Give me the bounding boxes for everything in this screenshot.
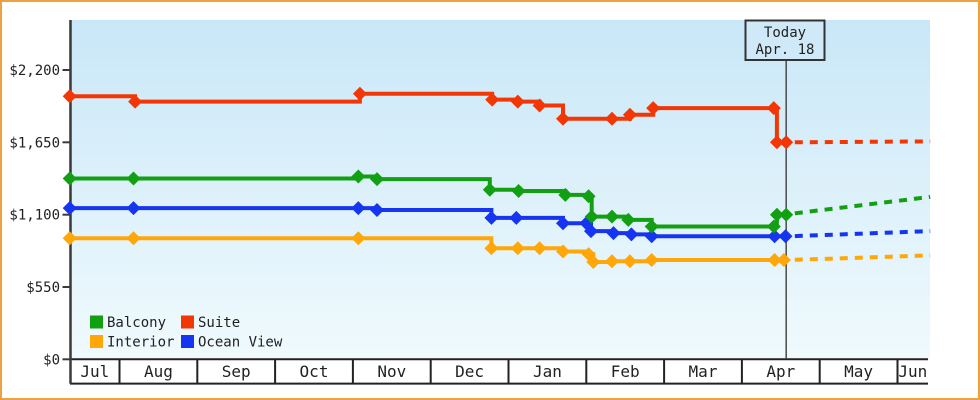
data-point-suite — [779, 135, 794, 150]
data-point-interior — [586, 255, 601, 269]
month-label-jun: Jun — [898, 362, 927, 381]
data-point-suite — [510, 94, 525, 109]
month-label-oct: Oct — [300, 362, 329, 381]
data-point-suite — [769, 135, 784, 150]
data-point-balcony — [769, 207, 784, 222]
data-point-interior — [62, 231, 77, 246]
legend-item-balcony: Balcony — [90, 315, 166, 331]
data-point-interior — [510, 241, 525, 256]
data-point-balcony — [482, 182, 497, 197]
data-point-balcony — [558, 187, 573, 202]
data-point-interior — [484, 241, 499, 256]
data-point-suite — [556, 111, 570, 126]
month-label-feb: Feb — [611, 362, 640, 381]
series-interior — [62, 231, 931, 269]
legend-item-interior: Interior — [90, 335, 174, 351]
y-tick-label: $1,650 — [9, 135, 60, 151]
data-point-balcony — [621, 212, 636, 227]
data-point-ocean-view — [644, 229, 659, 244]
data-point-ocean-view — [606, 226, 621, 241]
data-point-ocean-view — [624, 227, 639, 242]
data-point-balcony — [62, 171, 77, 186]
legend-label: Balcony — [107, 315, 166, 331]
month-label-nov: Nov — [377, 362, 406, 381]
today-box-rect — [744, 19, 826, 61]
month-label-jan: Jan — [533, 362, 562, 381]
data-point-balcony — [644, 219, 659, 234]
legend-label: Suite — [198, 315, 240, 331]
y-tick-label: $1,100 — [9, 208, 60, 224]
data-point-ocean-view — [767, 229, 782, 244]
y-tick-label: $550 — [26, 280, 60, 296]
data-point-interior — [767, 253, 782, 267]
data-point-suite — [352, 86, 367, 101]
data-point-interior — [351, 231, 366, 246]
series-forecast-balcony — [794, 194, 931, 216]
data-point-interior — [776, 253, 791, 267]
data-point-ocean-view — [126, 201, 141, 216]
today-box-line2: Apr. 18 — [755, 42, 814, 58]
data-point-balcony — [351, 169, 366, 184]
data-point-suite — [766, 101, 781, 116]
data-point-ocean-view — [484, 210, 499, 225]
data-point-balcony — [779, 207, 794, 222]
data-point-balcony — [766, 219, 781, 234]
legend-item-ocean-view: Ocean View — [181, 335, 283, 351]
data-point-suite — [128, 94, 143, 109]
data-point-balcony — [584, 209, 599, 224]
today-box-line1: Today — [764, 25, 806, 41]
x-axis-month-row: Jul Aug Sep Oct Nov Dec Jan Feb Mar Apr May Jun — [70, 358, 928, 385]
data-point-suite — [485, 92, 500, 107]
month-label-apr: Apr — [766, 362, 795, 381]
month-label-sep: Sep — [222, 362, 251, 381]
data-point-interior — [126, 231, 141, 246]
data-point-ocean-view — [351, 201, 366, 216]
data-point-suite — [622, 107, 637, 122]
data-point-suite — [532, 98, 547, 113]
data-point-interior — [644, 253, 659, 267]
data-point-balcony — [581, 189, 596, 204]
data-point-ocean-view — [62, 201, 77, 216]
month-label-jul: Jul — [80, 362, 109, 381]
legend: Balcony Suite Interior Ocean View — [90, 315, 283, 351]
data-point-interior — [622, 254, 637, 269]
data-point-suite — [646, 101, 661, 116]
month-label-dec: Dec — [455, 362, 484, 381]
data-point-ocean-view — [370, 203, 384, 217]
data-point-balcony — [370, 172, 384, 187]
data-point-ocean-view — [556, 216, 570, 231]
series-balcony — [62, 169, 931, 234]
legend-label: Ocean View — [198, 335, 283, 351]
legend-swatch-icon — [181, 315, 194, 329]
series-forecast-interior — [794, 253, 931, 262]
y-axis-ticks: $0 $550 $1,100 $1,650 $2,200 — [9, 63, 70, 368]
data-point-balcony — [605, 209, 619, 224]
y-tick-label: $0 — [43, 352, 60, 368]
legend-swatch-icon — [181, 335, 194, 348]
data-point-balcony — [126, 171, 141, 186]
legend-label: Interior — [107, 335, 174, 351]
data-point-suite — [62, 89, 77, 104]
month-label-aug: Aug — [144, 362, 173, 381]
series-forecast-suite — [794, 139, 931, 145]
data-point-balcony — [511, 184, 526, 198]
data-point-ocean-view — [778, 229, 793, 244]
legend-swatch-icon — [90, 335, 103, 348]
data-point-ocean-view — [584, 224, 598, 239]
data-point-interior — [556, 244, 570, 259]
month-label-mar: Mar — [689, 362, 718, 381]
month-label-may: May — [844, 362, 873, 381]
series-suite — [62, 86, 931, 150]
data-point-interior — [605, 254, 619, 269]
legend-swatch-icon — [90, 315, 103, 329]
series-forecast-ocean-view — [794, 229, 931, 239]
legend-item-suite: Suite — [181, 315, 240, 331]
data-point-ocean-view — [509, 210, 524, 225]
data-point-suite — [605, 111, 619, 126]
data-point-interior — [532, 241, 547, 256]
y-tick-label: $2,200 — [9, 63, 60, 79]
